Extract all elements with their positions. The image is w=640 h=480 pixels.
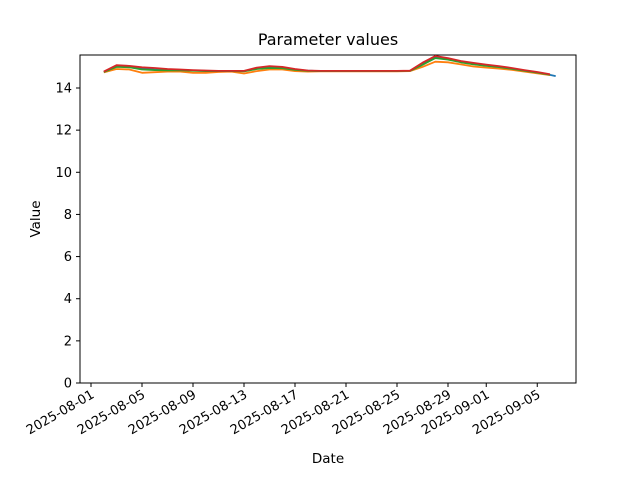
y-tick-label: 0 [64, 377, 72, 392]
y-axis-label: Value [28, 200, 44, 237]
y-tick-label: 4 [64, 292, 72, 307]
y-tick-label: 6 [64, 250, 72, 265]
y-tick-label: 2 [64, 334, 72, 349]
y-tick-label: 12 [55, 124, 72, 139]
y-tick-label: 14 [55, 82, 72, 97]
plot-area-border [79, 54, 577, 384]
series-line-red [103, 55, 551, 76]
x-axis-label: Date [312, 451, 344, 467]
chart-title: Parameter values [258, 30, 398, 49]
y-axis: 0 2 4 6 8 10 12 14 [55, 82, 80, 392]
x-axis: 2025-08-012025-08-052025-08-092025-08-13… [24, 383, 543, 438]
y-tick-label: 10 [55, 166, 72, 181]
series-lines [103, 55, 556, 77]
y-tick-label: 8 [64, 208, 72, 223]
